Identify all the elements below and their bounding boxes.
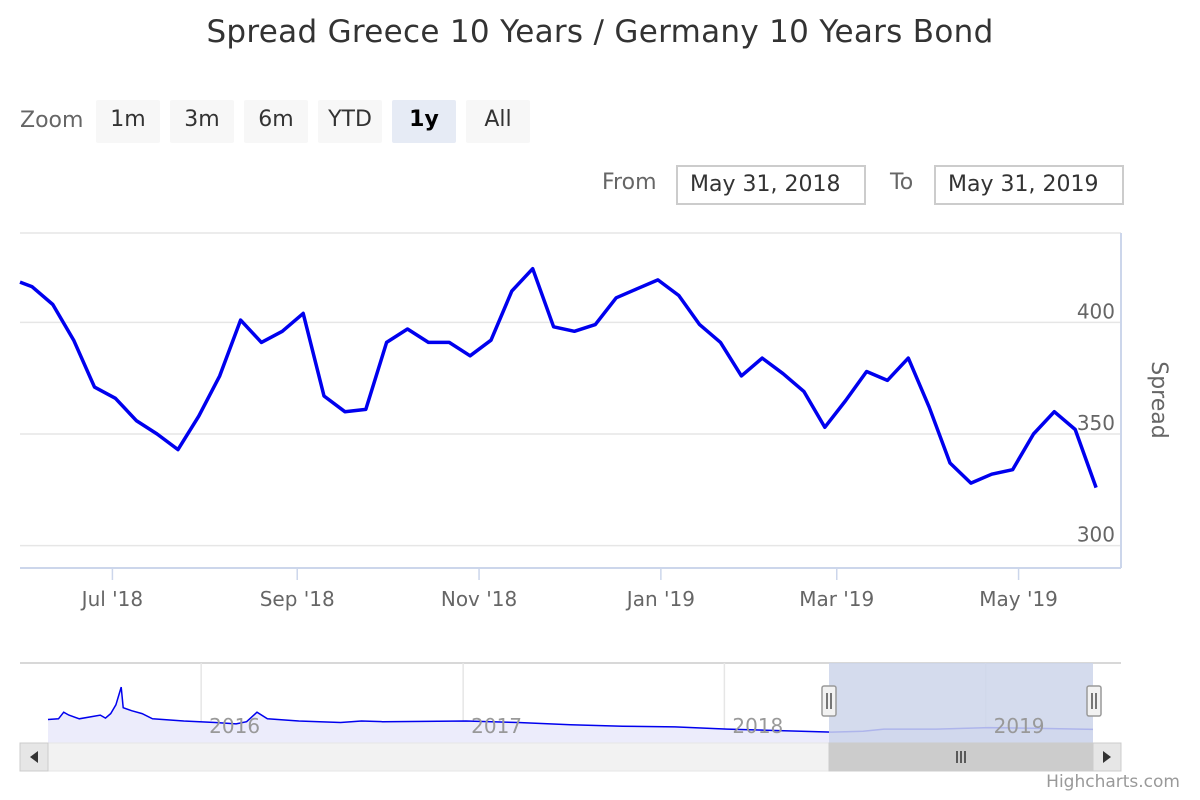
y-axis-title: Spread [1146, 361, 1171, 438]
zoom-3m-button[interactable]: 3m [170, 100, 234, 143]
y-grid [20, 232, 1121, 547]
navigator-tick-label: 2019 [994, 714, 1045, 738]
series-line[interactable] [19, 266, 1098, 489]
navigator-tick-label: 2016 [209, 714, 260, 738]
navigator-left-handle[interactable] [821, 685, 837, 717]
chart-title: Spread Greece 10 Years / Germany 10 Year… [206, 14, 994, 50]
scroll-left-arrow-icon [30, 751, 38, 763]
range-from-label: From [602, 170, 657, 195]
y-tick-label: 400 [1077, 299, 1115, 323]
navigator-selected-range[interactable] [829, 663, 1093, 743]
range-to-input[interactable]: May 31, 2019 [934, 165, 1124, 205]
navigator-labels: 2016 2017 2018 2019 [209, 714, 1044, 738]
scrollbar-grip-icon [956, 751, 966, 763]
zoom-6m-button[interactable]: 6m [244, 100, 308, 143]
x-tick-label: Sep '18 [260, 587, 335, 611]
x-tick-label: May '19 [979, 587, 1058, 611]
zoom-all-button[interactable]: All [466, 100, 530, 143]
series-group [19, 266, 1098, 489]
scroll-right-arrow-icon [1103, 751, 1111, 763]
zoom-1y-button[interactable]: 1y [392, 100, 456, 143]
navigator-tick-label: 2017 [471, 714, 522, 738]
x-tick-label: Mar '19 [799, 587, 874, 611]
navigator-area [48, 687, 1093, 743]
x-tick-label: Jan '19 [625, 587, 695, 611]
y-tick-labels: 300 350 400 [1077, 299, 1115, 546]
navigator-tick-label: 2018 [732, 714, 783, 738]
zoom-ytd-button[interactable]: YTD [318, 100, 382, 143]
navigator[interactable]: 2016 2017 2018 2019 [20, 662, 1121, 743]
navigator-right-handle[interactable] [1086, 685, 1102, 717]
x-tick-label: Jul '18 [80, 587, 143, 611]
range-from-input[interactable]: May 31, 2018 [676, 165, 866, 205]
x-tick-label: Nov '18 [441, 587, 517, 611]
zoom-label: Zoom [20, 108, 84, 133]
credits-link[interactable]: Highcharts.com [1046, 772, 1180, 792]
zoom-1m-button[interactable]: 1m [96, 100, 160, 143]
scrollbar[interactable] [19, 742, 1122, 772]
y-tick-label: 300 [1077, 523, 1115, 547]
range-to-label: To [890, 170, 914, 195]
y-tick-label: 350 [1077, 411, 1115, 435]
x-ticks: Jul '18 Sep '18 Nov '18 Jan '19 Mar '19 May '… [80, 568, 1058, 611]
navigator-series-line [47, 686, 1094, 733]
